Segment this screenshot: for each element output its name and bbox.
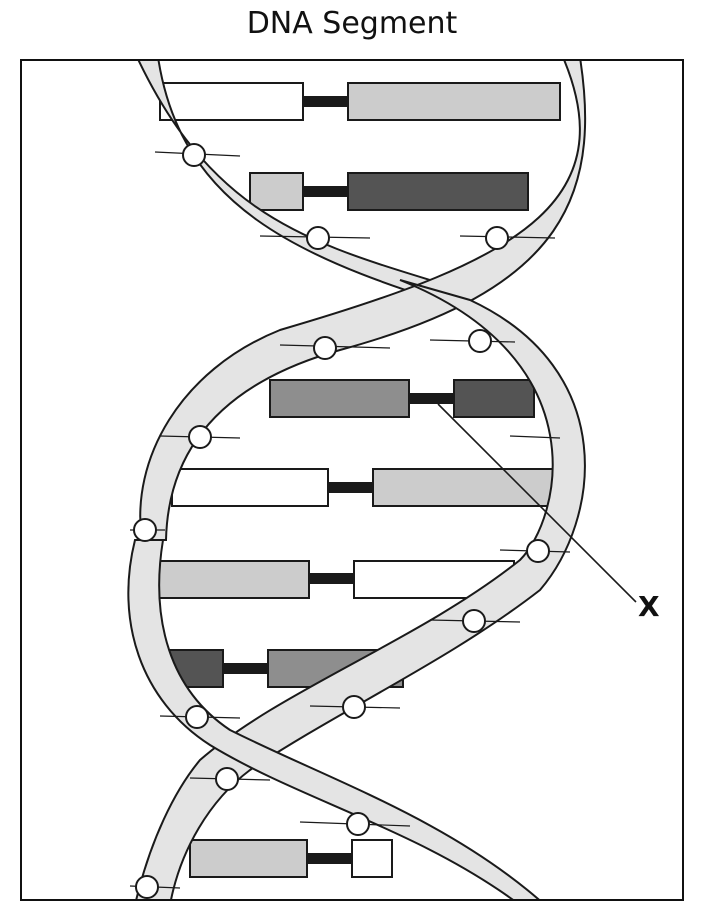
- base-pair-2-right: [347, 172, 529, 211]
- base-pair-4-bond: [328, 482, 373, 493]
- base-pair-1-left: [159, 82, 304, 121]
- phosphate-12: [215, 767, 239, 791]
- base-pair-3-bond: [409, 393, 454, 404]
- phosphate-11: [342, 695, 366, 719]
- phosphate-8: [526, 539, 550, 563]
- base-pair-2-left: [249, 172, 304, 211]
- base-pair-5: [147, 560, 515, 599]
- backbone-strand-b-lower: [127, 539, 540, 899]
- pointer-line: [437, 403, 637, 603]
- phosphate-2: [306, 226, 330, 250]
- base-pair-7-right: [351, 839, 393, 878]
- diagram-frame: [20, 59, 684, 901]
- base-pair-5-bond: [309, 573, 354, 584]
- base-pair-7: [189, 839, 393, 878]
- phosphate-groups: [133, 143, 550, 899]
- base-pair-5-left: [147, 560, 310, 599]
- pointer-label: X: [638, 590, 660, 623]
- phosphate-5: [468, 329, 492, 353]
- base-pair-1-bond: [303, 96, 348, 107]
- base-pair-4: [171, 468, 554, 507]
- base-pair-3-left: [269, 379, 410, 418]
- phosphate-10: [185, 705, 209, 729]
- base-pair-1: [159, 82, 561, 121]
- phosphate-9: [462, 609, 486, 633]
- phosphate-13: [346, 812, 370, 836]
- base-pair-6-bond: [223, 663, 268, 674]
- base-pair-3-right: [453, 379, 535, 418]
- base-pair-2-bond: [303, 186, 348, 197]
- diagram-title: DNA Segment: [246, 6, 458, 41]
- base-pair-2: [249, 172, 529, 211]
- base-pair-4-right: [372, 468, 554, 507]
- phosphate-14: [135, 875, 159, 899]
- phosphate-3: [485, 226, 509, 250]
- base-pair-7-bond: [307, 853, 352, 864]
- phosphate-6: [188, 425, 212, 449]
- phosphate-4: [313, 336, 337, 360]
- phosphate-1: [182, 143, 206, 167]
- phosphate-7: [133, 518, 157, 542]
- base-pair-3: [269, 379, 535, 418]
- base-pair-1-right: [347, 82, 561, 121]
- base-pair-7-left: [189, 839, 308, 878]
- base-pair-4-left: [171, 468, 329, 507]
